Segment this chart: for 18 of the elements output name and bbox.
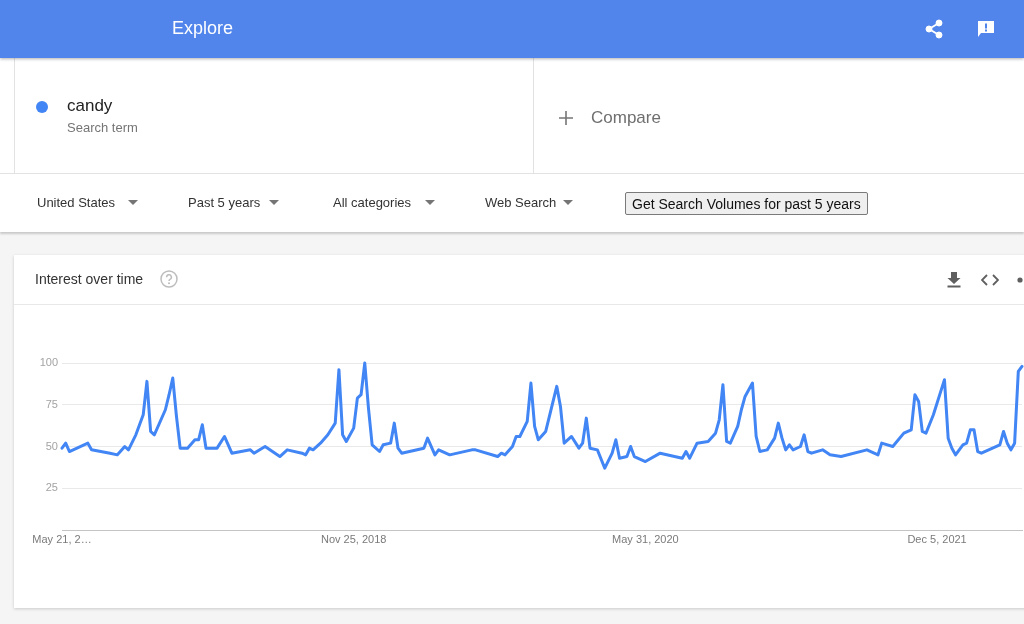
legend-label: candy (67, 96, 113, 116)
text: United States (37, 195, 116, 211)
x-tick-label: Dec 5, 2021 (907, 532, 967, 545)
text: All categories (333, 195, 412, 211)
text: Past 5 years (188, 195, 261, 211)
chart-title: Interest over time (35, 270, 144, 288)
x-tick-label: May 21, 2… (32, 532, 92, 545)
text: Get Search Volumes for past 5 years (625, 192, 868, 215)
text: Search term (67, 120, 138, 136)
y-tick-label: 25 (45, 481, 58, 494)
text: Compare (591, 108, 661, 128)
text: Web Search (485, 195, 557, 211)
y-tick-label: 100 (39, 356, 58, 369)
text: Explore (172, 17, 234, 39)
y-tick-label: 75 (45, 397, 58, 410)
y-tick-label: 50 (45, 439, 58, 452)
x-tick-label: Nov 25, 2018 (320, 532, 387, 545)
x-tick-label: May 31, 2020 (612, 532, 679, 545)
